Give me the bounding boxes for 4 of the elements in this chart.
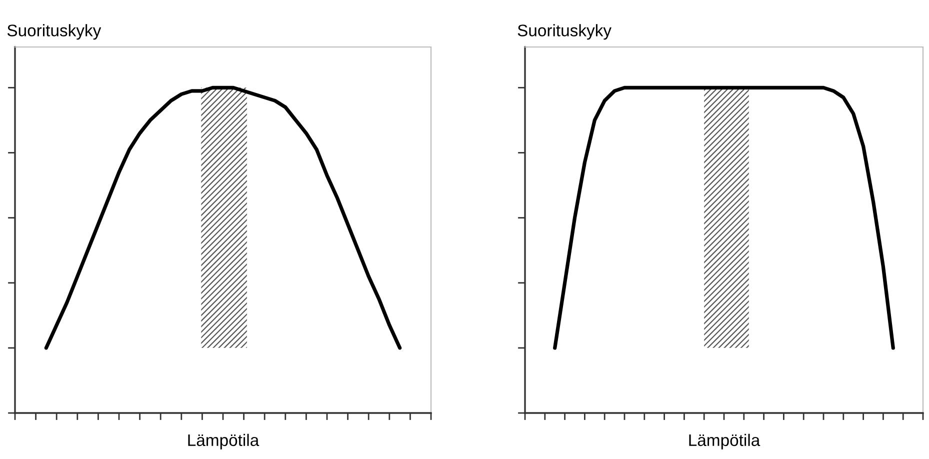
x-axis-title: Lämpötila <box>689 434 760 450</box>
x-axis-title: Lämpötila <box>188 434 260 450</box>
y-axis-title: Suorituskyky <box>7 24 102 40</box>
y-axis-title: Suorituskyky <box>518 24 612 40</box>
